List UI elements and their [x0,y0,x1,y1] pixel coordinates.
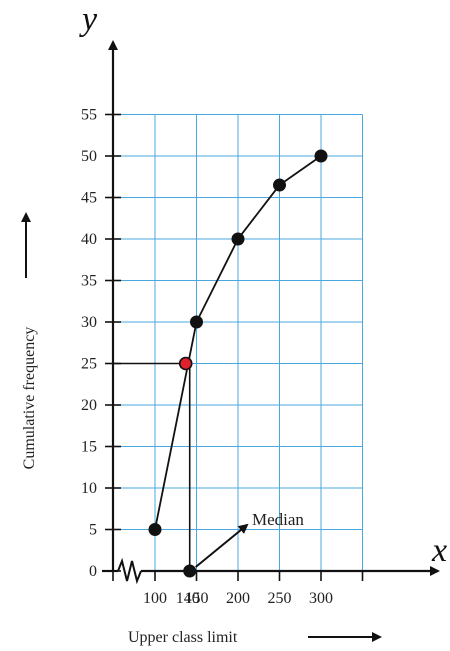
y-axis-variable: y [79,1,98,38]
y-axis-title: Cumulative frequency [21,327,38,470]
y-tick-label: 10 [81,480,97,497]
data-point [231,232,245,246]
x-tick-label: 100 [143,590,167,607]
median-x-tick-label: 140 [176,590,200,607]
data-point [148,523,162,536]
data-point [314,149,328,163]
y-tick-label: 25 [81,356,97,373]
y-tick-label: 20 [81,397,97,414]
y-tick-label: 40 [81,231,97,248]
y-tick-label: 50 [81,148,97,165]
median-label: Median [252,510,304,529]
y-tick-label: 55 [81,107,97,124]
y-tick-label: 5 [89,522,97,539]
y-tick-labels: 0 5 10 15 20 25 30 35 40 45 50 55 [81,107,121,580]
y-tick-label: 15 [81,439,97,456]
x-axis-break [117,557,142,585]
x-tick-label: 150 [185,590,209,607]
data-point [273,178,286,192]
x-axis-variable: x [431,532,447,569]
x-axis-title: Upper class limit [128,629,238,646]
x-tick-labels: 100 150 200 250 300 140 [112,571,364,607]
y-tick-label: 30 [81,314,97,331]
data-point [190,315,203,329]
y-tick-label: 45 [81,190,97,207]
median-annotation: Median [195,510,304,568]
median-axis-point [183,564,197,578]
grid [113,114,363,571]
median-guides [113,362,191,571]
median-arrow [195,523,249,568]
y-tick-label: 35 [81,273,97,290]
axes [102,40,440,585]
y-tick-label: 0 [89,563,97,580]
median-point [178,356,193,371]
x-tick-label: 200 [226,590,250,607]
x-tick-label: 250 [268,590,292,607]
x-tick-label: 300 [309,590,333,607]
ogive-series [148,149,328,578]
